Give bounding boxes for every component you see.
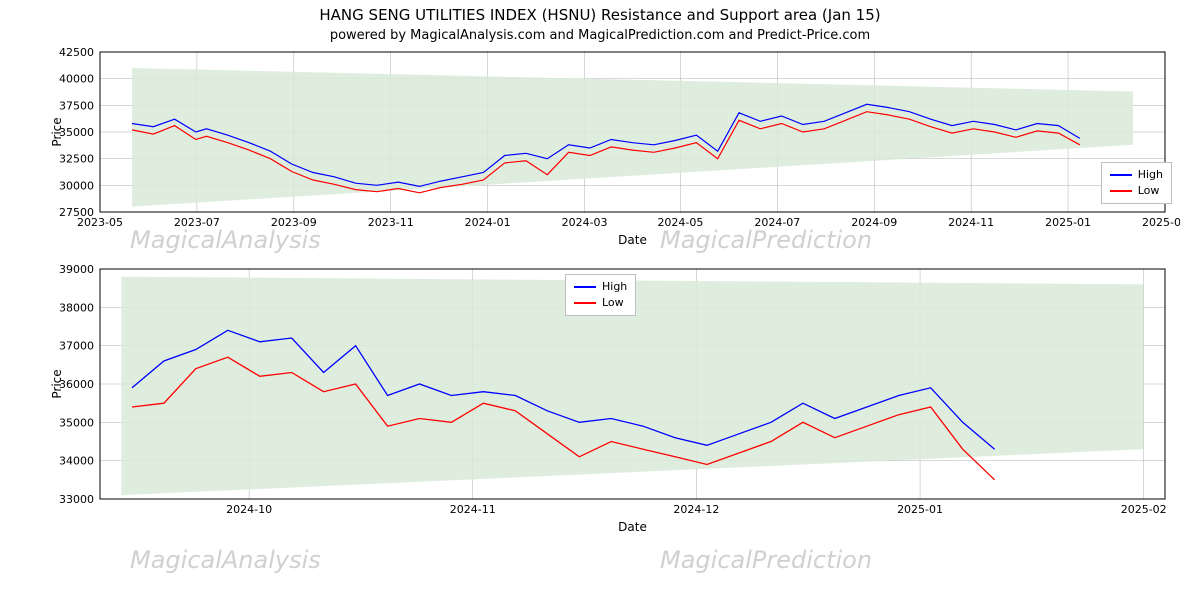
legend-label-low: Low [602,295,624,311]
svg-text:33000: 33000 [59,493,94,506]
svg-text:2024-12: 2024-12 [673,503,719,516]
svg-text:40000: 40000 [59,73,94,86]
legend-row-low: Low [574,295,627,311]
svg-text:Price: Price [50,117,64,146]
legend-swatch-high [574,286,596,288]
legend-swatch-low [1110,190,1132,192]
svg-text:2024-01: 2024-01 [465,216,511,229]
svg-text:38000: 38000 [59,301,94,314]
svg-text:36000: 36000 [59,378,94,391]
svg-text:2024-11: 2024-11 [948,216,994,229]
chart-subtitle: powered by MagicalAnalysis.com and Magic… [0,28,1200,43]
legend-label-low: Low [1138,183,1160,199]
svg-text:42500: 42500 [59,47,94,59]
svg-text:34000: 34000 [59,455,94,468]
legend-swatch-low [574,302,596,304]
svg-text:Date: Date [618,520,647,534]
svg-text:Price: Price [50,369,64,398]
bottom-chart-legend: High Low [565,274,636,316]
legend-row-low: Low [1110,183,1163,199]
svg-text:2024-03: 2024-03 [562,216,608,229]
legend-label-high: High [602,279,627,295]
svg-text:35000: 35000 [59,126,94,139]
legend-row-high: High [574,279,627,295]
svg-text:2024-11: 2024-11 [450,503,496,516]
svg-text:2025-01: 2025-01 [1045,216,1091,229]
svg-text:2023-09: 2023-09 [271,216,317,229]
top-chart-container: 275003000032500350003750040000425002023-… [45,47,1180,252]
top-chart-svg: 275003000032500350003750040000425002023-… [45,47,1180,252]
svg-text:2025-02: 2025-02 [1121,503,1167,516]
legend-label-high: High [1138,167,1163,183]
bottom-chart-container: 33000 34000 35000 36000 37000 38000 39000 2024-… [45,264,1180,539]
svg-text:2023-07: 2023-07 [174,216,220,229]
legend-swatch-high [1110,174,1132,176]
legend-row-high: High [1110,167,1163,183]
svg-text:Date: Date [618,233,647,247]
watermark: MagicalPrediction [660,546,872,574]
svg-text:2024-07: 2024-07 [754,216,800,229]
watermark: MagicalAnalysis [130,546,321,574]
svg-text:37500: 37500 [59,99,94,112]
svg-text:35000: 35000 [59,416,94,429]
svg-text:32500: 32500 [59,153,94,166]
svg-text:2023-11: 2023-11 [368,216,414,229]
svg-text:39000: 39000 [59,264,94,276]
chart-title: HANG SENG UTILITIES INDEX (HSNU) Resista… [0,6,1200,24]
svg-text:2023-05: 2023-05 [77,216,123,229]
svg-text:2024-10: 2024-10 [226,503,272,516]
svg-text:37000: 37000 [59,340,94,353]
svg-text:2024-09: 2024-09 [851,216,897,229]
svg-text:2025-03: 2025-03 [1142,216,1180,229]
top-chart-legend: High Low [1101,162,1172,204]
svg-text:30000: 30000 [59,179,94,192]
svg-text:2025-01: 2025-01 [897,503,943,516]
svg-text:2024-05: 2024-05 [657,216,703,229]
